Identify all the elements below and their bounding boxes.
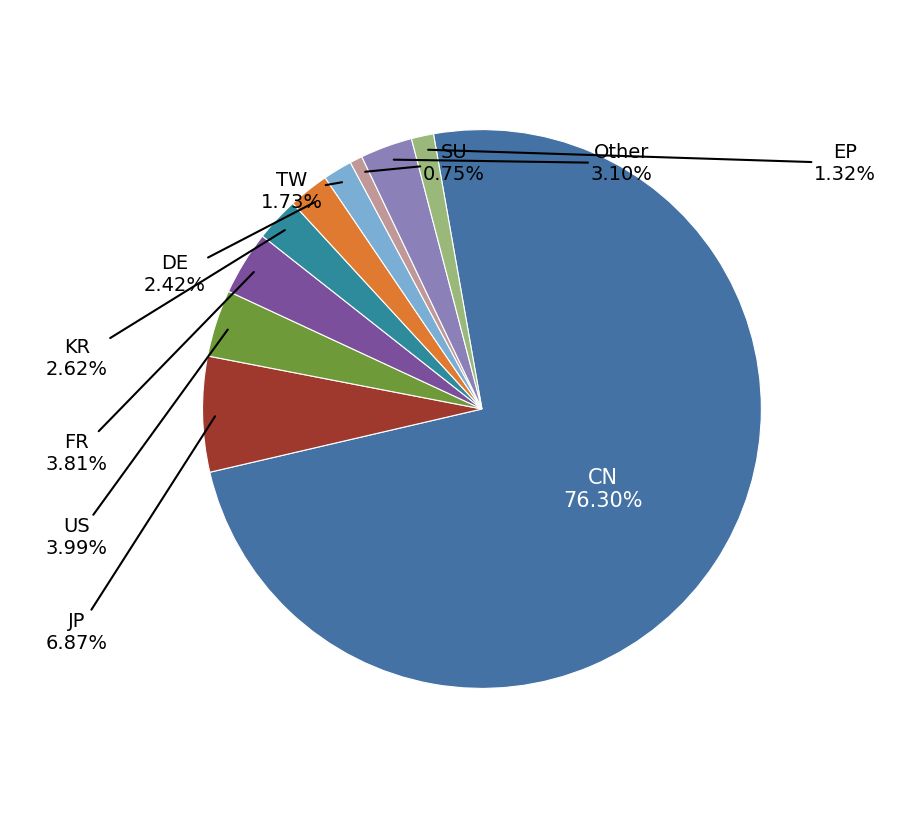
Wedge shape (262, 204, 482, 409)
Wedge shape (292, 178, 482, 409)
Text: TW
1.73%: TW 1.73% (261, 171, 342, 212)
Text: FR
3.81%: FR 3.81% (45, 272, 254, 474)
Text: Other
3.10%: Other 3.10% (394, 142, 653, 183)
Text: DE
2.42%: DE 2.42% (143, 202, 315, 295)
Wedge shape (411, 134, 482, 409)
Text: JP
6.87%: JP 6.87% (45, 416, 215, 653)
Text: CN
76.30%: CN 76.30% (563, 468, 643, 510)
Text: KR
2.62%: KR 2.62% (45, 230, 285, 380)
Text: US
3.99%: US 3.99% (45, 330, 228, 558)
Wedge shape (202, 356, 482, 472)
Text: SU
0.75%: SU 0.75% (365, 142, 485, 183)
Wedge shape (208, 291, 482, 409)
Wedge shape (229, 236, 482, 409)
Text: EP
1.32%: EP 1.32% (429, 142, 876, 183)
Wedge shape (361, 138, 482, 409)
Wedge shape (210, 129, 761, 689)
Wedge shape (350, 157, 482, 409)
Wedge shape (325, 163, 482, 409)
